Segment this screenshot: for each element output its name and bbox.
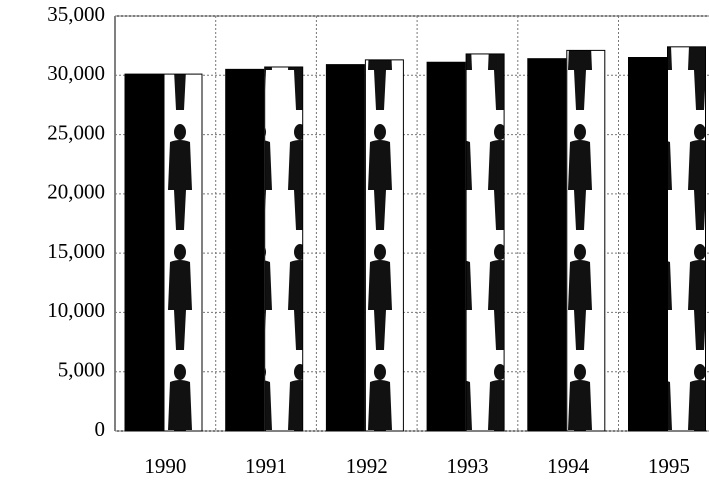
bar	[265, 67, 303, 431]
bar	[326, 65, 364, 431]
bar	[466, 54, 504, 431]
bar	[365, 60, 403, 431]
y-tick-label: 25,000	[47, 120, 105, 144]
y-tick-label: 15,000	[47, 239, 105, 263]
bar	[629, 58, 667, 432]
x-tick-label: 1993	[446, 454, 488, 478]
bar	[125, 74, 163, 431]
bar	[164, 74, 202, 431]
bar	[567, 50, 605, 431]
bar	[226, 69, 264, 431]
chart: 0 5,000 10,000 15,000 20,000 25,000 30,000 35,0…	[0, 0, 709, 487]
x-tick-label: 1994	[547, 454, 590, 478]
y-tick-label: 35,000	[47, 2, 105, 26]
y-tick-label: 30,000	[47, 61, 105, 85]
y-tick-label: 10,000	[47, 298, 105, 322]
bar	[427, 62, 465, 431]
y-tick-label: 5,000	[58, 358, 105, 382]
bar	[528, 59, 566, 431]
x-tick-label: 1992	[346, 454, 388, 478]
page: 0 5,000 10,000 15,000 20,000 25,000 30,000 35,0…	[0, 0, 709, 487]
x-tick-label: 1991	[245, 454, 287, 478]
bar	[668, 47, 706, 431]
x-tick-label: 1990	[144, 454, 186, 478]
y-tick-label: 0	[95, 417, 106, 441]
x-tick-label: 1995	[648, 454, 690, 478]
y-tick-label: 20,000	[47, 180, 105, 204]
